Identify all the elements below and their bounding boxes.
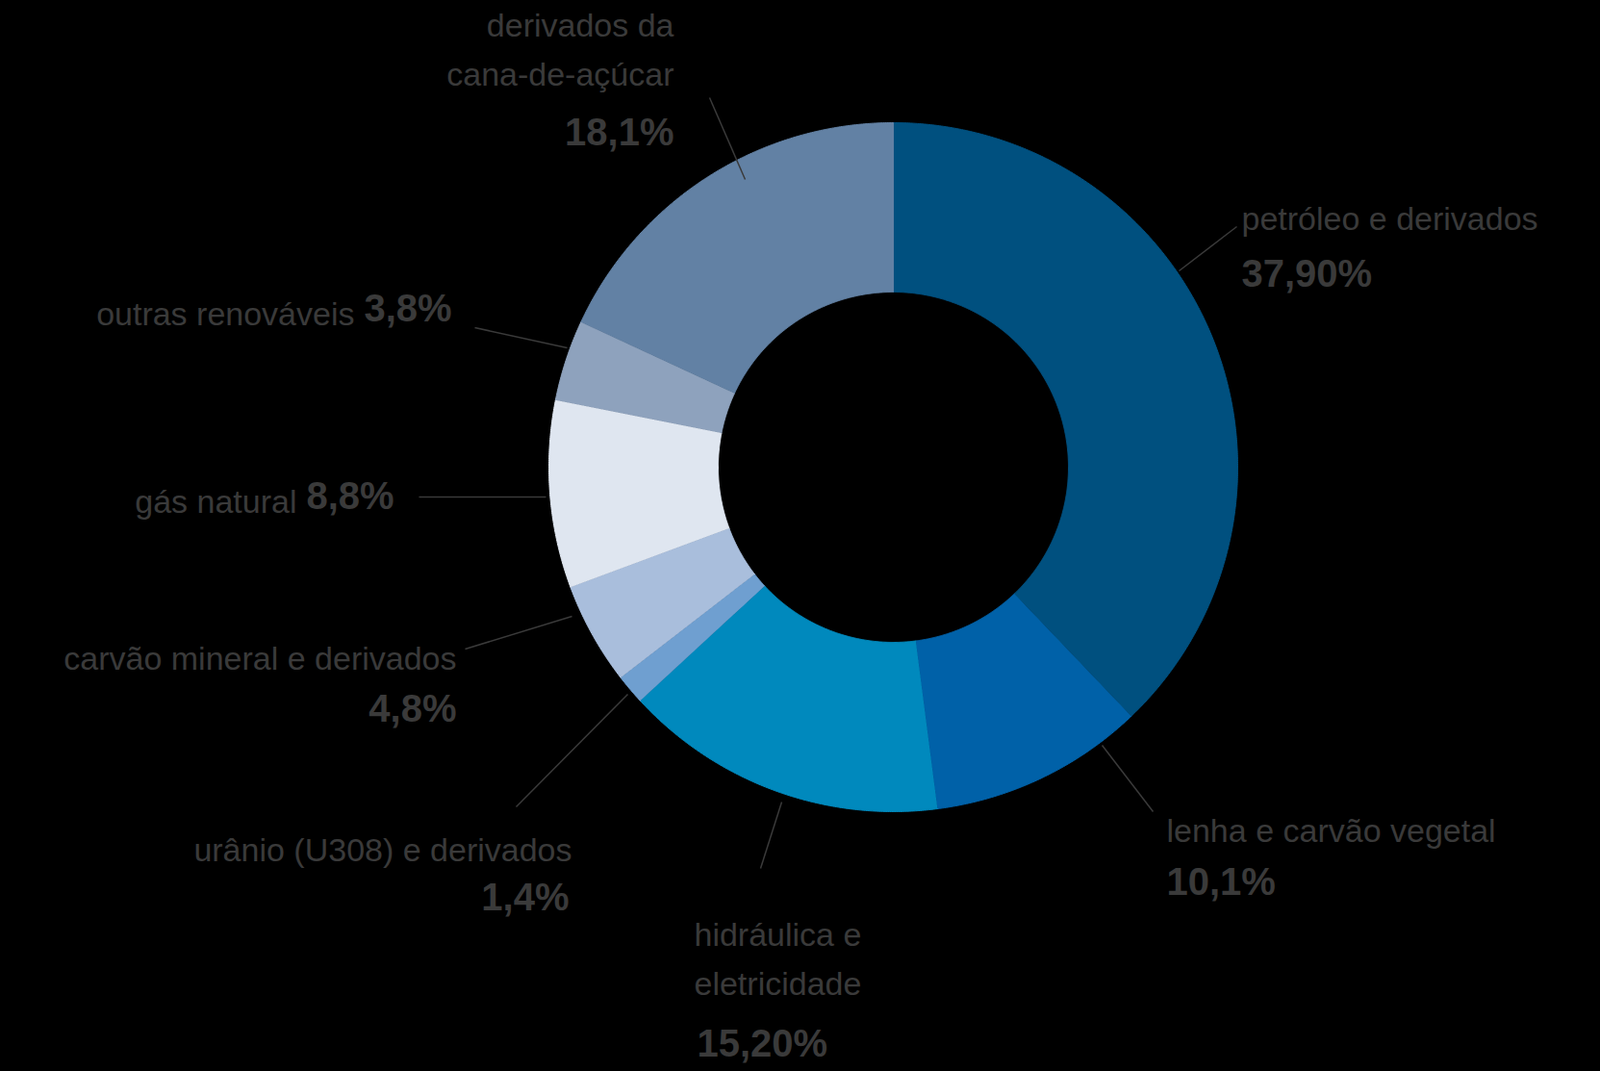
svg-text:37,90%: 37,90% [1242, 252, 1373, 295]
svg-text:gás natural: gás natural [134, 482, 297, 520]
svg-text:derivados dacana-de-açúcar: derivados dacana-de-açúcar [446, 6, 674, 93]
svg-text:lenha e carvão vegetal: lenha e carvão vegetal [1167, 812, 1497, 849]
svg-text:15,20%: 15,20% [697, 1021, 829, 1065]
svg-text:1,4%: 1,4% [481, 875, 569, 918]
svg-text:18,1%: 18,1% [564, 110, 674, 153]
svg-text:urânio (U308) e derivados: urânio (U308) e derivados [193, 831, 572, 868]
svg-text:8,8%: 8,8% [306, 474, 395, 517]
svg-text:3,8%: 3,8% [364, 286, 453, 330]
svg-text:hidráulica eeletricidade: hidráulica eeletricidade [694, 915, 863, 1002]
svg-text:outras renováveis: outras renováveis [96, 295, 355, 332]
svg-text:petróleo e derivados: petróleo e derivados [1242, 200, 1539, 237]
svg-text:carvão mineral e derivados: carvão mineral e derivados [63, 639, 457, 677]
svg-text:10,1%: 10,1% [1167, 860, 1276, 903]
svg-text:4,8%: 4,8% [368, 686, 457, 730]
